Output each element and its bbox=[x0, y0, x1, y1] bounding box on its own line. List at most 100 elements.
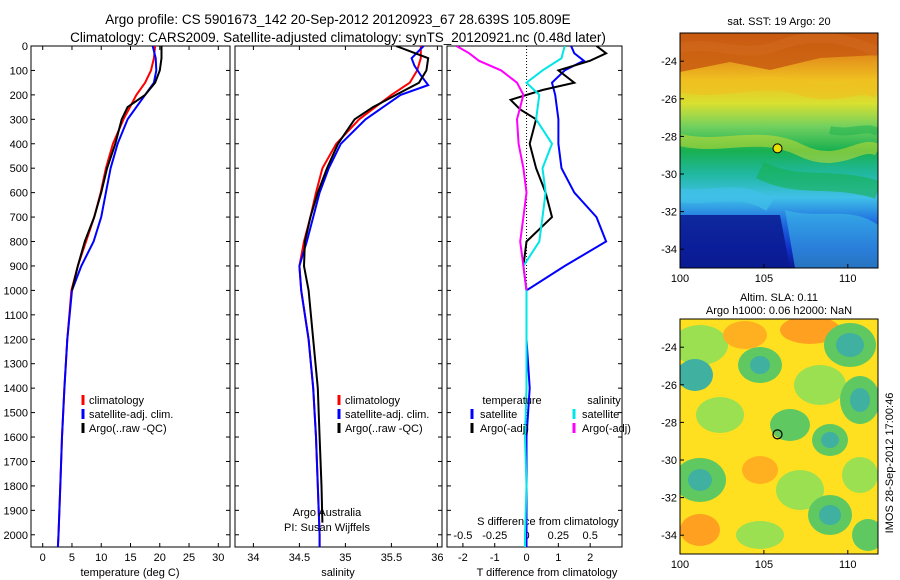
map-y-tick-label: -28 bbox=[661, 131, 677, 143]
y-tick-label: 1100 bbox=[4, 310, 28, 322]
x-tick-label: 36 bbox=[431, 552, 443, 564]
y-tick-label: 1700 bbox=[4, 456, 28, 468]
sla-map-frame bbox=[679, 318, 879, 555]
sst-map-frame bbox=[679, 32, 879, 269]
legend-label: Argo(-adj) bbox=[582, 423, 631, 435]
series-line-argo bbox=[302, 46, 430, 523]
map-x-tick-label: 110 bbox=[839, 559, 857, 571]
map-y-tick-label: -30 bbox=[661, 455, 677, 467]
map-x-tick-label: 100 bbox=[671, 559, 689, 571]
y-tick-label: 1500 bbox=[4, 408, 28, 420]
y-tick-label: 500 bbox=[10, 163, 28, 175]
y-tick-label: 300 bbox=[10, 114, 28, 126]
y-tick-label: 1600 bbox=[4, 432, 28, 444]
y-tick-label: 400 bbox=[10, 139, 28, 151]
sst-map bbox=[680, 33, 878, 268]
map-y-tick-label: -24 bbox=[661, 342, 677, 354]
legend-label: satellite-adj. clim. bbox=[89, 409, 173, 421]
sla-map-subtitle: Argo h1000: 0.06 h2000: NaN bbox=[706, 305, 852, 317]
x-tick-label: 20 bbox=[154, 552, 166, 564]
x-tick-label: -2 bbox=[458, 552, 468, 564]
x-tick-label: 25 bbox=[183, 552, 195, 564]
series-line-climatology bbox=[56, 46, 157, 547]
map-y-tick-label: -26 bbox=[661, 94, 677, 106]
x-tick-label: 5 bbox=[69, 552, 75, 564]
x-tick-label: 0 bbox=[40, 552, 46, 564]
credit-organisation: Argo Australia bbox=[293, 507, 362, 519]
temperature-lines bbox=[56, 46, 163, 547]
salinity-panel bbox=[234, 45, 443, 548]
legend-title: salinity bbox=[587, 395, 621, 407]
x-tick-label: 15 bbox=[124, 552, 136, 564]
series-line-s-satellite bbox=[522, 46, 566, 547]
y-tick-label: 2000 bbox=[4, 530, 28, 542]
x-tick-label: 34 bbox=[247, 552, 259, 564]
x-tick-label-salinity: 0.5 bbox=[583, 530, 598, 542]
y-tick-label: 1900 bbox=[4, 505, 28, 517]
x-tick-label: 35.5 bbox=[381, 552, 402, 564]
map-y-tick-label: -32 bbox=[661, 493, 677, 505]
legend-label: satellite-adj. clim. bbox=[345, 409, 429, 421]
salinity-chart: 34 34.5 35 35.5 36 salinity climatology satelli… bbox=[235, 45, 444, 579]
x-tick-label: 30 bbox=[212, 552, 224, 564]
salinity-lines bbox=[298, 46, 430, 547]
y-tick-label: 1800 bbox=[4, 481, 28, 493]
title-line-2: Climatology: CARS2009. Satellite-adjuste… bbox=[70, 30, 606, 45]
x-tick-label: 35 bbox=[339, 552, 351, 564]
credit-pi: PI: Susan Wijffels bbox=[284, 522, 370, 534]
x-tick-label-salinity: -0.5 bbox=[453, 530, 472, 542]
sst-map-axes: 100 105 110 -24 -26 -28 -30 -32 -34 bbox=[661, 56, 856, 285]
legend-label: satellite bbox=[480, 409, 517, 421]
map-x-tick-label: 105 bbox=[755, 273, 773, 285]
y-tick-label: 900 bbox=[10, 261, 28, 273]
map-y-tick-label: -34 bbox=[661, 244, 677, 256]
legend-label: Argo(..raw -QC) bbox=[345, 423, 423, 435]
series-line-satellite bbox=[56, 46, 158, 547]
temperature-chart: 0100200300400500600700800900100011001200… bbox=[4, 41, 230, 579]
series-line-t-argo bbox=[508, 46, 609, 291]
y-tick-label: 1300 bbox=[4, 359, 28, 371]
sla-map bbox=[680, 319, 878, 554]
series-line-s-argo bbox=[456, 46, 528, 291]
y-tick-label: 700 bbox=[10, 212, 28, 224]
x-axis-label-salinity: S difference from climatology bbox=[477, 516, 619, 528]
y-tick-label: 1000 bbox=[4, 285, 28, 297]
map-y-tick-label: -32 bbox=[661, 207, 677, 219]
y-tick-label: 0 bbox=[22, 41, 28, 53]
sla-argo-marker bbox=[772, 429, 783, 440]
x-tick-label: 34.5 bbox=[289, 552, 310, 564]
x-tick-label: -1 bbox=[490, 552, 500, 564]
map-y-tick-label: -28 bbox=[661, 417, 677, 429]
x-axis-label: T difference from climatology bbox=[477, 567, 618, 579]
legend-label: Argo(-adj) bbox=[480, 423, 529, 435]
difference-lines bbox=[456, 46, 609, 547]
side-stamp: IMOS 28-Sep-2012 17:00:46 bbox=[884, 393, 896, 534]
map-y-tick-label: -30 bbox=[661, 169, 677, 181]
x-tick-label: 0 bbox=[523, 552, 529, 564]
x-tick-label: 10 bbox=[95, 552, 107, 564]
y-tick-label: 600 bbox=[10, 188, 28, 200]
y-tick-label: 800 bbox=[10, 237, 28, 249]
legend-label: satellite bbox=[582, 409, 619, 421]
sst-map-title: sat. SST: 19 Argo: 20 bbox=[727, 16, 830, 28]
legend-label: climatology bbox=[89, 395, 145, 407]
x-tick-label-salinity: 0.25 bbox=[548, 530, 569, 542]
map-y-tick-label: -34 bbox=[661, 530, 677, 542]
x-tick-label: 1 bbox=[555, 552, 561, 564]
sla-map-title: Altim. SLA: 0.11 bbox=[740, 292, 818, 304]
map-x-tick-label: 100 bbox=[671, 273, 689, 285]
map-y-tick-label: -24 bbox=[661, 56, 677, 68]
x-axis-label: salinity bbox=[321, 567, 355, 579]
legend-title: temperature bbox=[482, 395, 541, 407]
sst-argo-marker bbox=[772, 143, 783, 154]
map-y-tick-label: -26 bbox=[661, 380, 677, 392]
x-tick-label-salinity: -0.25 bbox=[482, 530, 507, 542]
series-line-argo bbox=[71, 46, 163, 291]
legend-label: Argo(..raw -QC) bbox=[89, 423, 167, 435]
series-line-satellite bbox=[298, 46, 430, 547]
y-tick-label: 1400 bbox=[4, 383, 28, 395]
y-tick-label: 1200 bbox=[4, 334, 28, 346]
map-x-tick-label: 110 bbox=[839, 273, 857, 285]
